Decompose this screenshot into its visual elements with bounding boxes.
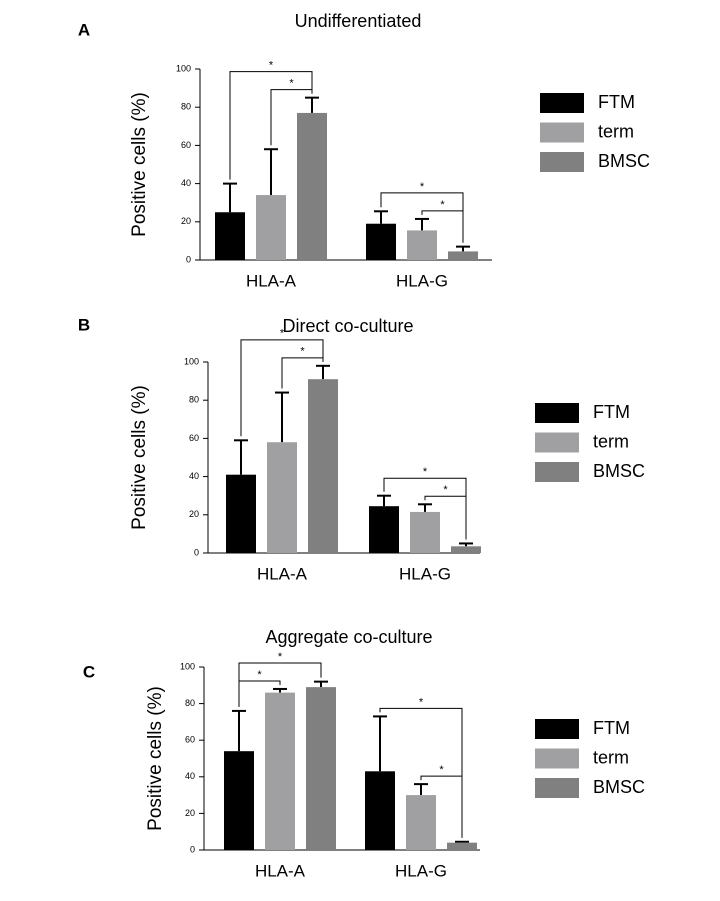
legend-label: FTM <box>598 92 635 112</box>
bar <box>407 230 437 260</box>
legend-swatch <box>535 748 579 769</box>
bar <box>226 474 256 553</box>
significance-label: * <box>278 651 283 663</box>
legend-swatch <box>540 152 584 172</box>
y-tick-label: 40 <box>181 178 191 188</box>
legend-label: BMSC <box>593 461 645 481</box>
significance-label: * <box>440 199 445 211</box>
bar <box>265 692 295 850</box>
significance-label: * <box>280 328 285 340</box>
significance-label: * <box>419 696 424 708</box>
x-tick-label: HLA-G <box>395 861 447 880</box>
y-tick-label: 100 <box>176 63 191 73</box>
legend-label: BMSC <box>593 777 645 797</box>
bar <box>224 751 254 850</box>
legend-swatch <box>540 93 584 113</box>
x-tick-label: HLA-G <box>396 271 448 290</box>
significance-label: * <box>257 669 262 681</box>
significance-bracket <box>379 707 463 838</box>
y-tick-label: 60 <box>181 140 191 150</box>
legend-label: BMSC <box>598 151 650 171</box>
bar <box>306 687 336 850</box>
legend-label: term <box>598 121 634 141</box>
chart-title: Aggregate co-culture <box>265 627 432 647</box>
significance-label: * <box>423 466 428 478</box>
y-tick-label: 60 <box>185 735 195 745</box>
y-tick-label: 0 <box>186 254 191 264</box>
legend-swatch <box>535 403 579 423</box>
y-axis-label: Positive cells (%) <box>129 385 150 530</box>
significance-bracket <box>383 477 467 540</box>
significance-label: * <box>420 181 425 193</box>
chart-title: Direct co-culture <box>282 316 413 336</box>
y-tick-label: 40 <box>189 471 199 481</box>
legend-label: FTM <box>593 402 630 422</box>
legend-swatch <box>540 122 584 143</box>
y-axis-label: Positive cells (%) <box>145 686 166 831</box>
significance-label: * <box>439 764 444 776</box>
y-axis-label: Positive cells (%) <box>129 92 150 237</box>
y-tick-label: 80 <box>189 395 199 405</box>
significance-bracket <box>240 339 324 437</box>
x-tick-label: HLA-A <box>255 861 306 880</box>
legend-swatch <box>535 432 579 453</box>
y-tick-label: 0 <box>194 547 199 557</box>
bar <box>297 112 327 261</box>
bar <box>366 223 396 260</box>
bar <box>267 442 297 553</box>
significance-label: * <box>289 78 294 90</box>
panel-letter: A <box>78 20 90 39</box>
y-tick-label: 100 <box>184 356 199 366</box>
y-tick-label: 20 <box>189 509 199 519</box>
panel-letter: C <box>83 662 95 681</box>
y-tick-label: 0 <box>190 844 195 854</box>
legend-swatch <box>535 462 579 482</box>
x-tick-label: HLA-A <box>246 271 297 290</box>
bar <box>365 771 395 850</box>
bar <box>410 511 440 553</box>
x-tick-label: HLA-A <box>257 564 308 583</box>
significance-label: * <box>443 484 448 496</box>
y-tick-label: 80 <box>181 102 191 112</box>
bar <box>406 795 436 850</box>
legend-label: term <box>593 747 629 767</box>
y-tick-label: 40 <box>185 771 195 781</box>
bar <box>448 251 478 260</box>
significance-label: * <box>269 60 274 72</box>
y-tick-label: 80 <box>185 698 195 708</box>
y-tick-label: 60 <box>189 433 199 443</box>
y-tick-label: 20 <box>181 216 191 226</box>
bar <box>369 506 399 553</box>
legend-label: term <box>593 431 629 451</box>
bar <box>447 842 477 850</box>
significance-bracket <box>238 662 322 707</box>
bar <box>308 379 338 553</box>
y-tick-label: 100 <box>180 661 195 671</box>
bar <box>215 212 245 260</box>
legend-swatch <box>535 719 579 739</box>
x-tick-label: HLA-G <box>399 564 451 583</box>
significance-bracket <box>380 192 464 243</box>
bar <box>451 546 481 553</box>
bar <box>256 195 286 260</box>
chart-title: Undifferentiated <box>295 11 422 31</box>
legend-label: FTM <box>593 718 630 738</box>
significance-bracket <box>229 71 313 180</box>
panel-letter: B <box>78 315 90 334</box>
legend-swatch <box>535 778 579 798</box>
significance-label: * <box>300 346 305 358</box>
y-tick-label: 20 <box>185 808 195 818</box>
